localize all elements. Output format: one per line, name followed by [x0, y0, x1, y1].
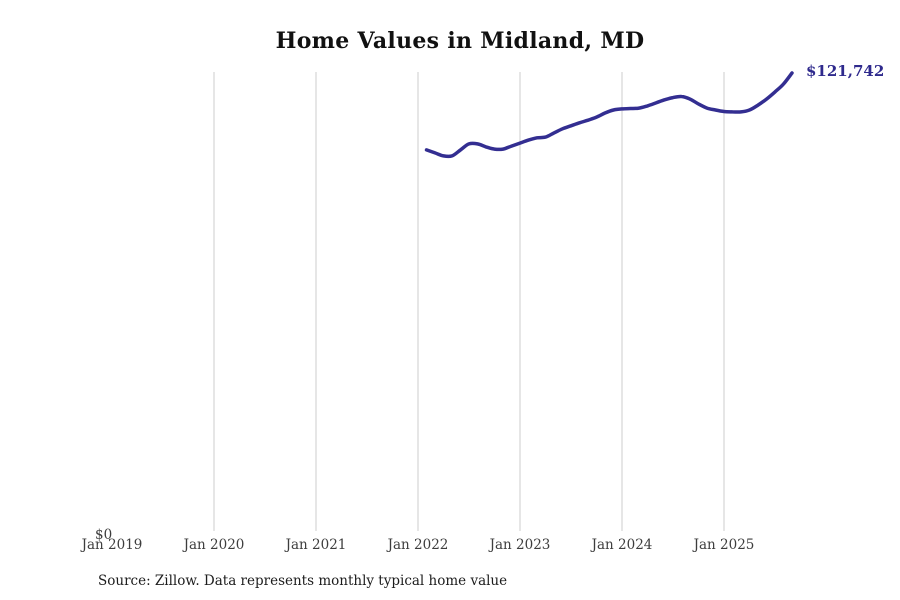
final-value-label: $121,742: [806, 62, 885, 80]
home-value-line: [424, 71, 794, 159]
x-axis-tick-label: Jan 2022: [387, 537, 449, 553]
source-note: Source: Zillow. Data represents monthly …: [98, 573, 508, 589]
x-axis-tick-label: Jan 2021: [285, 537, 347, 553]
y-axis-tick-label-zero: $0: [95, 527, 113, 543]
x-axis-tick-label: Jan 2020: [183, 537, 245, 553]
x-axis-tick-label: Jan 2024: [591, 537, 653, 553]
chart-title: Home Values in Midland, MD: [275, 28, 645, 54]
x-axis-tick-label: Jan 2025: [693, 537, 755, 553]
x-axis-tick-label: Jan 2019: [81, 537, 143, 553]
x-axis-tick-label: Jan 2023: [489, 537, 551, 553]
